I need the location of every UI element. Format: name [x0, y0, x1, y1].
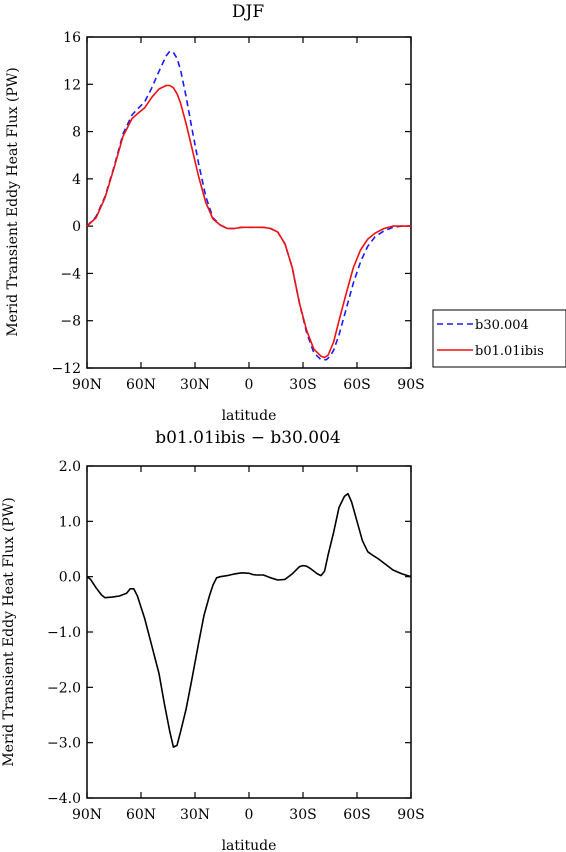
- x-tick-label: 60S: [343, 377, 370, 393]
- y-tick-label: 12: [63, 77, 81, 93]
- y-axis: −12 −8 −4 0 4 8 12 16: [51, 30, 411, 377]
- series-line-b30-004: [86, 50, 411, 361]
- y-tick-label: −1.0: [47, 625, 81, 641]
- y-tick-label: −4.0: [47, 791, 81, 807]
- y-tick-label: −8: [60, 314, 81, 330]
- y-axis: −4.0 −3.0 −2.0 −1.0 0.0 1.0 2.0: [47, 459, 411, 807]
- y-tick-label: 0: [72, 219, 81, 235]
- y-tick-label: 1.0: [59, 514, 81, 530]
- legend-box: [432, 309, 566, 368]
- y-tick-label: 2.0: [59, 459, 81, 475]
- y-tick-label: −12: [51, 361, 81, 377]
- x-tick-label: 30N: [180, 807, 210, 823]
- series-group: [86, 492, 412, 748]
- y-tick-label: 4: [72, 172, 81, 188]
- y-tick-label: −4: [60, 266, 81, 282]
- legend-label-b01-01ibis: b01.01ibis: [475, 344, 544, 359]
- plot-frame: [86, 465, 412, 799]
- x-tick-label: 60S: [343, 807, 370, 823]
- chart-difference: b01.01ibis − b30.004 −4.0 −3.0 −2.0 −1.0 0.0…: [1, 428, 425, 852]
- x-tick-label: 90N: [72, 807, 102, 823]
- chart-title: DJF: [232, 2, 264, 22]
- x-tick-label: 60N: [126, 377, 156, 393]
- legend-label-b30-004: b30.004: [475, 318, 529, 333]
- x-tick-label: 90S: [397, 377, 424, 393]
- chart-djf: DJF −12 −8 −4 0 4 8 12 16 90N 60N 30N 0 30S 60S 90S l…: [5, 2, 566, 424]
- x-axis-label: latitude: [222, 838, 277, 852]
- x-tick-label: 90S: [397, 807, 424, 823]
- y-tick-label: −2.0: [47, 680, 81, 696]
- legend: b30.004 b01.01ibis: [432, 309, 566, 368]
- x-tick-label: 30S: [289, 807, 316, 823]
- chart-title: b01.01ibis − b30.004: [155, 428, 340, 448]
- series-group: [86, 50, 411, 361]
- y-axis-label: Merid Transient Eddy Heat Flux (PW): [1, 497, 17, 766]
- series-line-difference: [86, 492, 412, 748]
- x-tick-label: 90N: [72, 377, 102, 393]
- x-axis-label: latitude: [222, 408, 277, 424]
- x-axis: 90N 60N 30N 0 30S 60S 90S: [72, 37, 425, 393]
- x-tick-label: 0: [245, 807, 254, 823]
- plot-frame: [86, 36, 412, 369]
- y-tick-label: 16: [63, 30, 81, 46]
- x-tick-label: 30S: [289, 377, 316, 393]
- x-tick-label: 0: [245, 377, 254, 393]
- x-axis: 90N 60N 30N 0 30S 60S 90S: [72, 466, 425, 823]
- series-line-b01-01ibis: [86, 84, 411, 359]
- y-tick-label: 0.0: [59, 570, 81, 586]
- y-tick-label: −3.0: [47, 736, 81, 752]
- x-tick-label: 60N: [126, 807, 156, 823]
- y-axis-label: Merid Transient Eddy Heat Flux (PW): [5, 67, 21, 336]
- x-tick-label: 30N: [180, 377, 210, 393]
- y-tick-label: 8: [72, 125, 81, 141]
